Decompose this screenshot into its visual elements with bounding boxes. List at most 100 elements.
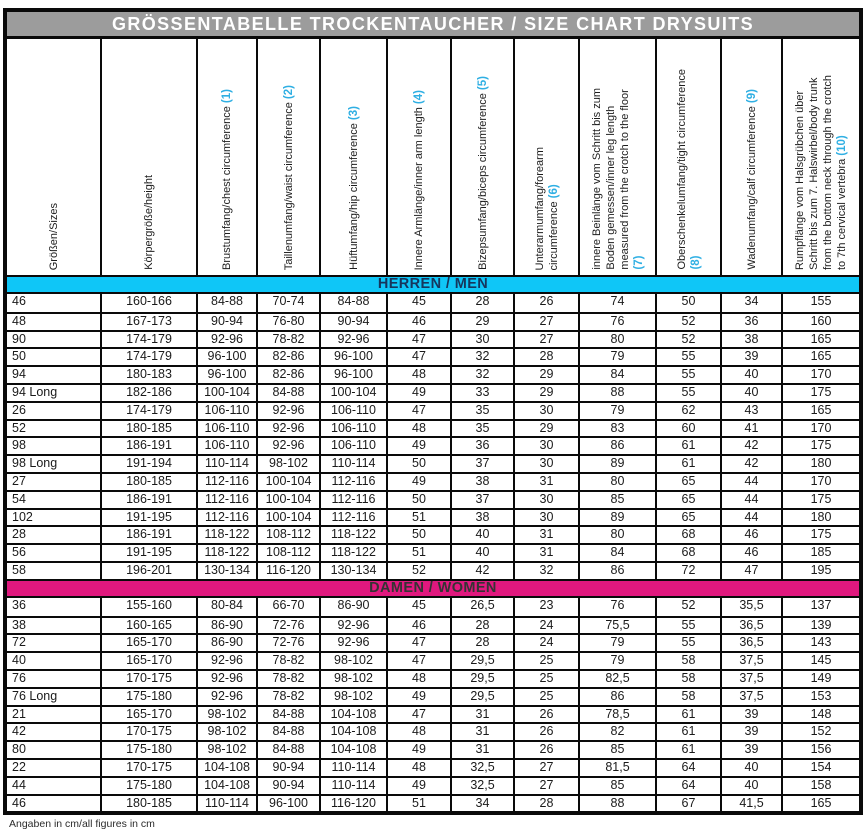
column-header-row: Größen/Sizes Körpergröße/height Brustumfan… (7, 39, 859, 275)
value-cell: 108-112 (258, 527, 321, 544)
value-cell: 160 (810, 313, 832, 328)
value-cell: 196-201 (102, 562, 198, 579)
value-cell: 112-116 (321, 473, 388, 490)
column-header: Körpergröße/height (102, 39, 198, 275)
size-cell: 98 Long (7, 456, 102, 472)
value-cell: 61 (657, 438, 722, 455)
value-cell: 100-104 (258, 509, 321, 526)
value-cell: 67 (657, 795, 722, 812)
column-number-accent: (1) (221, 89, 233, 104)
value-cell: 65 (657, 473, 722, 490)
size-cell: 50 (7, 349, 102, 366)
value-cell: 46 (388, 617, 452, 634)
value-cell: 90-94 (198, 313, 258, 330)
value-cell: 26 (515, 294, 580, 312)
value-cell: 88 (580, 795, 657, 812)
column-header: Rumpflänge vom Halsgrübchen über Schritt… (783, 39, 859, 275)
value-cell: 64 (657, 777, 722, 794)
value-cell: 37,5 (722, 653, 783, 669)
size-cell: 56 (7, 545, 102, 561)
value-cell: 60 (657, 420, 722, 437)
value-cell: 175 (810, 527, 832, 542)
table-row: 72 165-170 86-90 72-76 92-96 47 28 24 79 55 36,5 14… (7, 633, 859, 652)
value-cell: 160-165 (102, 617, 198, 634)
size-cell: 21 (7, 706, 102, 723)
value-cell: 39 (722, 349, 783, 366)
value-cell: 40 (722, 777, 783, 794)
size-cell: 80 (7, 742, 102, 758)
value-cell: 175 (810, 438, 832, 453)
column-header-label: Größen/Sizes (47, 202, 60, 270)
value-cell: 39 (722, 742, 783, 758)
value-cell: 80 (580, 473, 657, 490)
value-cell: 104-108 (321, 742, 388, 758)
value-cell: 104-108 (321, 724, 388, 741)
value-cell: 112-116 (198, 491, 258, 508)
column-number-accent: (8) (689, 255, 702, 270)
value-cell: 118-122 (321, 545, 388, 561)
size-cell: 76 Long (7, 688, 102, 705)
value-cell: 175-180 (102, 777, 198, 794)
value-cell: 98-102 (258, 456, 321, 472)
value-cell: 85 (580, 777, 657, 794)
column-header-label: Hüftumfang/hip circumference (3) (347, 106, 360, 270)
value-cell: 47 (388, 331, 452, 348)
value-cell: 92-96 (321, 331, 388, 348)
value-cell: 186-191 (102, 438, 198, 455)
units-note: Angaben in cm/all figures in cm (9, 818, 155, 830)
value-cell: 76 (580, 597, 657, 616)
value-cell: 40 (722, 759, 783, 776)
value-cell: 35,5 (722, 597, 783, 616)
column-header: Innere Armlänge/inner arm length (4) (388, 39, 452, 275)
value-cell: 89 (580, 509, 657, 526)
table-row: 46 180-185 110-114 96-100 116-120 51 34 28 88 67 4… (7, 793, 859, 812)
table-row: 28 186-191 118-122 108-112 118-122 50 40 31 80 68… (7, 525, 859, 544)
value-cell: 29,5 (452, 688, 515, 705)
value-cell: 76 (580, 313, 657, 330)
value-cell: 155-160 (102, 597, 198, 616)
value-cell: 100-104 (258, 491, 321, 508)
value-cell: 158 (810, 777, 832, 792)
value-cell: 50 (388, 527, 452, 544)
value-cell: 61 (657, 706, 722, 723)
value-cell: 55 (657, 349, 722, 366)
column-header: Größen/Sizes (7, 39, 102, 275)
value-cell: 27 (515, 777, 580, 794)
value-cell: 78-82 (258, 331, 321, 348)
value-cell: 110-114 (321, 777, 388, 794)
value-cell: 100-104 (198, 384, 258, 401)
table-row: 76 Long 175-180 92-96 78-82 98-102 49 29,5 25 86… (7, 686, 859, 705)
table-row: 46 160-166 84-88 70-74 84-88 45 28 26 74 50 34 155 (7, 294, 859, 312)
value-cell: 82-86 (258, 349, 321, 366)
value-cell: 78-82 (258, 653, 321, 669)
value-cell: 112-116 (198, 473, 258, 490)
value-cell: 30 (515, 491, 580, 508)
value-cell: 90-94 (258, 777, 321, 794)
size-cell: 36 (7, 597, 102, 616)
column-number-accent: (4) (413, 89, 425, 104)
value-cell: 31 (452, 706, 515, 723)
value-cell: 58 (657, 653, 722, 669)
value-cell: 52 (657, 331, 722, 348)
value-cell: 165-170 (102, 635, 198, 652)
value-cell: 47 (722, 562, 783, 579)
value-cell: 92-96 (198, 653, 258, 669)
value-cell: 80 (580, 331, 657, 348)
value-cell: 25 (515, 688, 580, 705)
value-cell: 32 (452, 349, 515, 366)
value-cell: 28 (515, 349, 580, 366)
value-cell: 47 (388, 653, 452, 669)
value-cell: 26 (515, 742, 580, 758)
value-cell: 186-191 (102, 527, 198, 544)
table-row: 94 180-183 96-100 82-86 96-100 48 32 29 84 55 40 17… (7, 365, 859, 383)
value-cell: 47 (388, 402, 452, 419)
value-cell: 25 (515, 670, 580, 687)
value-cell: 68 (657, 545, 722, 561)
column-header: Brustumfang/chest circumference (1) (198, 39, 258, 275)
value-cell: 48 (388, 670, 452, 687)
value-cell: 49 (388, 384, 452, 401)
value-cell: 112-116 (198, 509, 258, 526)
value-cell: 165-170 (102, 706, 198, 723)
value-cell: 88 (580, 384, 657, 401)
value-cell: 43 (722, 402, 783, 419)
